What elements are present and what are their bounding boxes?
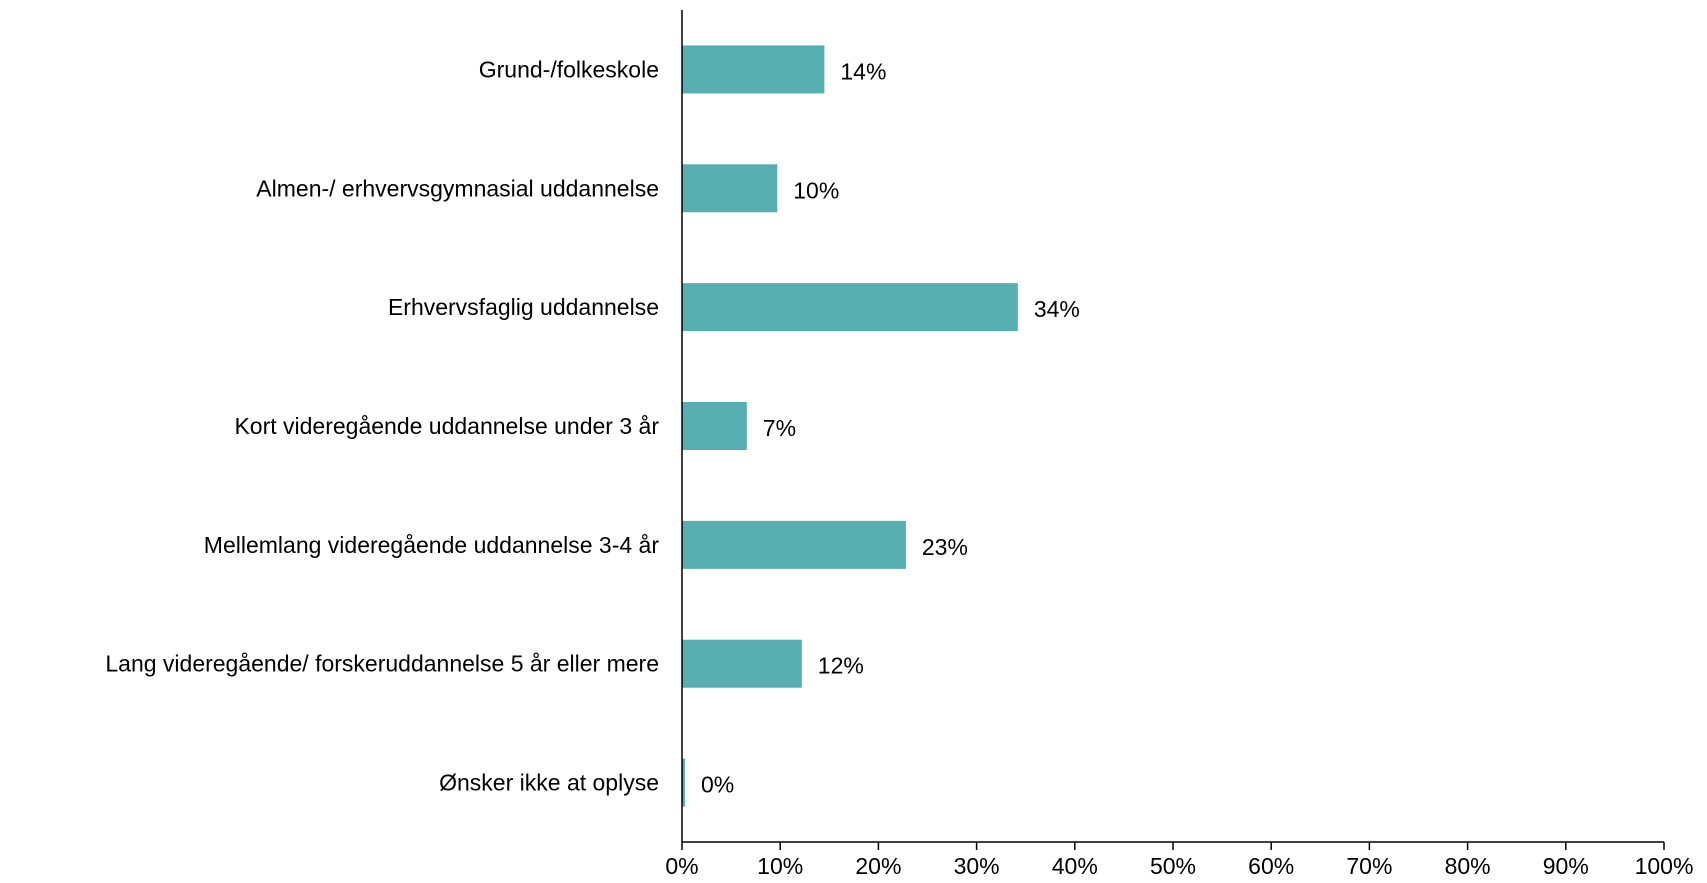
bar xyxy=(682,164,778,213)
x-tick-label: 80% xyxy=(1445,853,1491,879)
x-tick-label: 10% xyxy=(757,853,803,879)
x-tick-label: 90% xyxy=(1543,853,1589,879)
category-label: Almen-/ erhvervsgymnasial uddannelse xyxy=(256,175,659,201)
bar xyxy=(682,520,906,569)
axes xyxy=(681,10,1665,850)
x-tick-label: 100% xyxy=(1635,853,1694,879)
category-label: Lang videregående/ forskeruddannelse 5 å… xyxy=(105,651,659,677)
data-label: 23% xyxy=(922,534,968,560)
category-label: Mellemlang videregående uddannelse 3-4 å… xyxy=(204,532,660,558)
data-label: 7% xyxy=(763,415,796,441)
bar xyxy=(682,639,802,688)
data-label: 34% xyxy=(1034,296,1080,322)
category-label: Kort videregående uddannelse under 3 år xyxy=(234,413,659,439)
bars-layer xyxy=(682,45,1018,807)
data-label: 12% xyxy=(818,653,864,679)
bar xyxy=(682,758,685,807)
data-label: 14% xyxy=(840,58,886,84)
x-tick-label: 70% xyxy=(1346,853,1392,879)
category-label: Grund-/folkeskole xyxy=(479,56,659,82)
x-tick-label: 20% xyxy=(855,853,901,879)
value-labels: 14% 10% 34% 7% 23% 12% 0% xyxy=(701,58,1080,797)
x-tick-label: 40% xyxy=(1052,853,1098,879)
category-label: Ønsker ikke at oplyse xyxy=(439,770,659,796)
category-label: Erhvervsfaglig uddannelse xyxy=(388,294,659,320)
bar xyxy=(682,283,1018,332)
category-labels: Grund-/folkeskole Almen-/ erhvervsgymnasi… xyxy=(105,56,659,795)
data-label: 0% xyxy=(701,772,734,798)
x-tick-label: 30% xyxy=(954,853,1000,879)
x-tick-labels: 0% 10% 20% 30% 40% 50% 60% 70% 80% 90% 100% xyxy=(665,853,1693,879)
data-label: 10% xyxy=(793,177,839,203)
bar xyxy=(682,45,825,94)
x-tick-label: 60% xyxy=(1248,853,1294,879)
x-tick-label: 0% xyxy=(665,853,698,879)
x-tick-label: 50% xyxy=(1150,853,1196,879)
bar xyxy=(682,402,747,450)
